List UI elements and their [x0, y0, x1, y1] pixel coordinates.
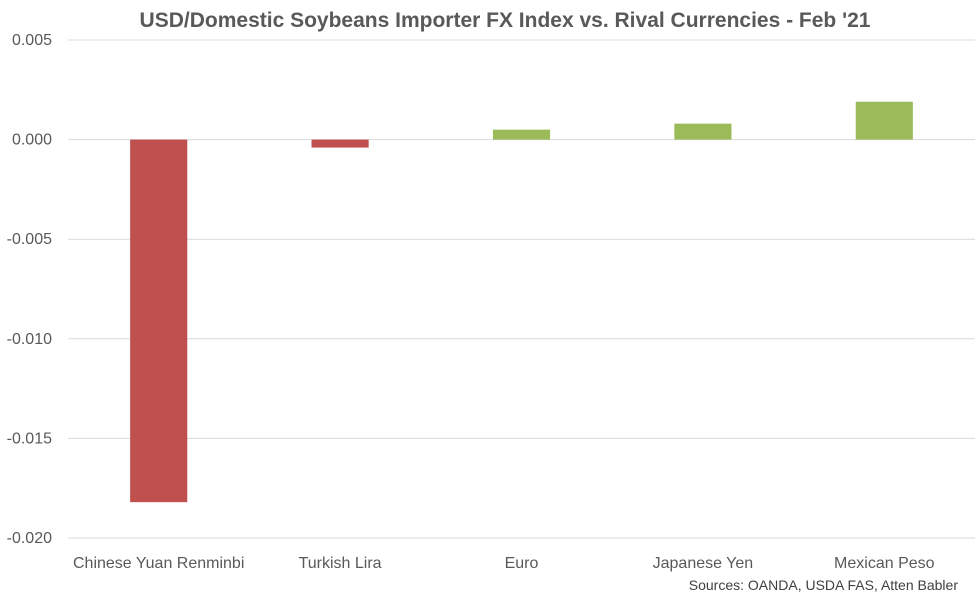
bar: [492, 129, 551, 140]
y-tick-label: -0.010: [7, 331, 52, 348]
x-category-label: Japanese Yen: [653, 555, 754, 572]
chart-title: USD/Domestic Soybeans Importer FX Index …: [140, 9, 871, 32]
y-tick-label: 0.000: [12, 132, 52, 149]
x-category-label: Euro: [505, 555, 539, 572]
source-note: Sources: OANDA, USDA FAS, Atten Babler: [689, 577, 959, 593]
gridlines: [68, 39, 975, 539]
bar: [311, 139, 369, 148]
x-category-label: Turkish Lira: [299, 555, 382, 572]
x-category-label: Chinese Yuan Renminbi: [73, 555, 244, 572]
y-tick-label: -0.020: [7, 530, 52, 547]
y-tick-label: 0.005: [12, 32, 52, 49]
x-category-label: Mexican Peso: [834, 555, 935, 572]
y-tick-label: -0.005: [7, 231, 52, 248]
bar: [674, 123, 732, 140]
x-axis-category-labels: Chinese Yuan Renminbi Turkish Lira Euro Jap…: [73, 555, 935, 572]
bars: [130, 101, 913, 503]
y-axis-tick-labels: 0.005 0.000 -0.005 -0.010 -0.015 -0.020: [7, 32, 52, 547]
bar: [855, 101, 913, 140]
y-tick-label: -0.015: [7, 430, 52, 447]
bar: [130, 139, 188, 503]
